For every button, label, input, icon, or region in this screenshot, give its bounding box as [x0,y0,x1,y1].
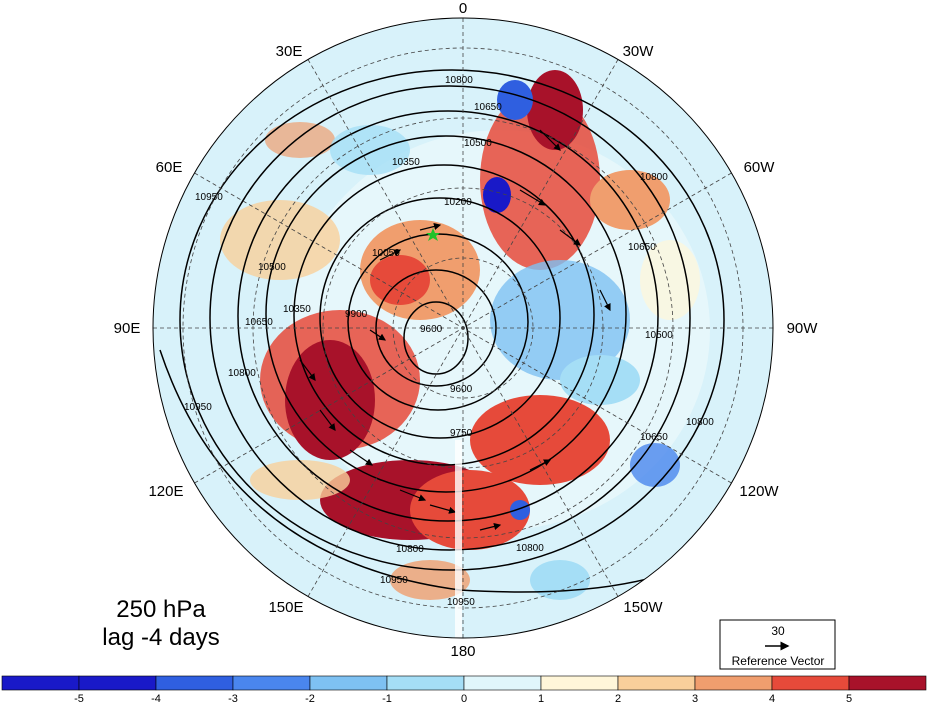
contour-label: 10950 [380,575,408,586]
colorbar-swatch [232,675,311,691]
colorbar-tick-label: 1 [538,693,544,702]
dateline-strip [455,440,462,638]
contour-label: 10800 [396,544,424,555]
lon-label-0: 0 [459,0,467,17]
colorbar-swatch [1,675,80,691]
colorbar-tick-label: 5 [846,693,852,702]
contour-label: 10800 [445,75,473,86]
colorbar-tick-label: -2 [305,693,315,702]
contour-label: 10500 [258,262,286,273]
contour-label: 10950 [184,402,212,413]
reference-vector-value: 30 [771,624,785,638]
lon-label-90w: 90W [787,320,819,337]
map-border [152,17,774,639]
lon-label-180: 180 [450,643,475,660]
colorbar-swatch [463,675,542,691]
contour-label: 10950 [195,192,223,203]
colorbar-tick-label: 3 [692,693,698,702]
lon-label-60e: 60E [156,159,183,176]
contour-label: 9900 [345,309,368,320]
reference-vector-label: Reference Vector [732,654,825,668]
colorbar-swatch [309,675,388,691]
contour-label: 10800 [640,172,668,183]
panel-title-lag: lag -4 days [102,624,219,651]
contour-label: 10650 [640,432,668,443]
colorbar-tick-label: -3 [228,693,238,702]
lon-label-150w: 150W [623,599,663,616]
lon-label-30e: 30E [276,43,303,60]
contour-label: 10950 [447,597,475,608]
contour-label: 10350 [283,304,311,315]
lon-label-90e: 90E [114,320,141,337]
longitude-labels: 0 30W 60W 90W 120W 150W 180 150E 120E 90… [114,0,819,660]
panel-title-level: 250 hPa [116,596,206,623]
contour-label: 10350 [392,157,420,168]
colorbar-swatch [540,675,619,691]
colorbar-swatch [386,675,465,691]
contour-labels: 10800 10650 10500 10350 10200 10050 9900… [184,75,714,608]
contour-label: 10800 [686,417,714,428]
contour-label: 10500 [645,330,673,341]
wind-vectors [299,129,611,531]
colorbar-tick-label: 0 [461,693,467,702]
contour-label: 10650 [474,102,502,113]
colorbar-tick-label: -5 [74,693,84,702]
green-star-marker [426,228,440,241]
lon-label-30w: 30W [623,43,655,60]
colorbar-swatch [848,675,927,691]
lon-label-120w: 120W [739,483,779,500]
colorbar-swatch [78,675,157,691]
colorbar-tick-label: 4 [769,693,775,702]
colorbar-swatch [617,675,696,691]
contour-label: 9600 [420,324,443,335]
colorbar-tick-label: 2 [615,693,621,702]
lon-label-120e: 120E [148,483,183,500]
contour-label: 10800 [516,543,544,554]
contour-label: 10050 [372,248,400,259]
colorbar-tick-label: -1 [382,693,392,702]
colorbar-swatch [155,675,234,691]
contour-label: 9750 [450,428,473,439]
map-disk [153,18,773,638]
contour-label: 10650 [245,317,273,328]
contour-label: 9600 [450,384,473,395]
contour-label: 10800 [228,368,256,379]
contour-label: 10500 [464,138,492,149]
colorbar: -5 -4 -3 -2 -1 0 1 2 3 4 5 [1,675,927,702]
reference-vector-box: 30 Reference Vector [719,619,836,670]
contour-label: 10650 [628,242,656,253]
colorbar-swatch [694,675,773,691]
panel-title: 250 hPa lag -4 days [102,596,219,651]
colorbar-tick-label: -4 [151,693,161,702]
lon-label-150e: 150E [268,599,303,616]
contour-label: 10200 [444,197,472,208]
colorbar-swatch [771,675,850,691]
graticule [153,18,773,638]
lon-label-60w: 60W [744,159,776,176]
